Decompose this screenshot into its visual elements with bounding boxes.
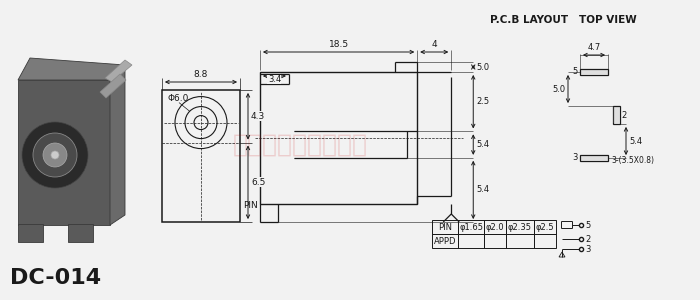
Text: APPD: APPD xyxy=(434,236,456,245)
FancyBboxPatch shape xyxy=(561,221,573,229)
Text: φ2.35: φ2.35 xyxy=(508,223,532,232)
Circle shape xyxy=(22,122,88,188)
Text: 5: 5 xyxy=(573,68,578,76)
Circle shape xyxy=(43,143,67,167)
Bar xyxy=(432,220,458,234)
Bar xyxy=(68,224,93,242)
Bar xyxy=(506,220,534,234)
Text: 5.4: 5.4 xyxy=(476,140,489,149)
Polygon shape xyxy=(110,65,125,225)
Bar xyxy=(432,234,458,248)
Text: 6.5: 6.5 xyxy=(251,178,265,187)
Text: 5.4: 5.4 xyxy=(629,136,642,146)
Bar xyxy=(580,155,608,161)
Text: 东莞宏美电子零售部: 东莞宏美电子零售部 xyxy=(232,133,368,157)
Circle shape xyxy=(51,151,59,159)
Text: 4: 4 xyxy=(431,40,437,49)
Polygon shape xyxy=(105,60,132,82)
Text: 5: 5 xyxy=(585,220,590,230)
Text: 8.8: 8.8 xyxy=(194,70,208,79)
Text: 3-(3.5X0.8): 3-(3.5X0.8) xyxy=(611,157,654,166)
Polygon shape xyxy=(100,74,126,98)
Text: 4.3: 4.3 xyxy=(251,112,265,121)
Bar xyxy=(534,220,556,234)
Bar xyxy=(580,69,608,75)
Text: PIN: PIN xyxy=(438,223,452,232)
Text: 2.5: 2.5 xyxy=(476,97,489,106)
Bar xyxy=(458,234,484,248)
Bar xyxy=(162,90,240,222)
Text: φ1.65: φ1.65 xyxy=(459,223,483,232)
Bar xyxy=(484,234,506,248)
Text: Φ6.0: Φ6.0 xyxy=(167,94,188,103)
Polygon shape xyxy=(18,80,110,225)
Text: DC-014: DC-014 xyxy=(10,268,101,288)
Text: φ2.0: φ2.0 xyxy=(486,223,504,232)
Bar xyxy=(612,106,620,124)
Text: P.C.B LAYOUT   TOP VIEW: P.C.B LAYOUT TOP VIEW xyxy=(490,15,637,25)
Text: 4.7: 4.7 xyxy=(587,43,601,52)
Text: 3.4: 3.4 xyxy=(268,75,281,84)
Text: φ2.5: φ2.5 xyxy=(536,223,554,232)
Circle shape xyxy=(33,133,77,177)
Text: PIN: PIN xyxy=(243,202,258,211)
Text: 3: 3 xyxy=(585,244,590,253)
Text: 5.4: 5.4 xyxy=(476,185,489,194)
Text: 2: 2 xyxy=(585,235,590,244)
Bar xyxy=(534,234,556,248)
Bar xyxy=(506,234,534,248)
Bar xyxy=(458,220,484,234)
Bar xyxy=(18,224,43,242)
Text: 2: 2 xyxy=(622,110,626,119)
Bar xyxy=(484,220,506,234)
Polygon shape xyxy=(18,58,125,80)
Text: 5.0: 5.0 xyxy=(552,85,565,94)
Text: 3: 3 xyxy=(573,154,578,163)
Text: 5.0: 5.0 xyxy=(476,62,489,71)
Bar xyxy=(260,72,417,204)
Text: 18.5: 18.5 xyxy=(328,40,349,49)
